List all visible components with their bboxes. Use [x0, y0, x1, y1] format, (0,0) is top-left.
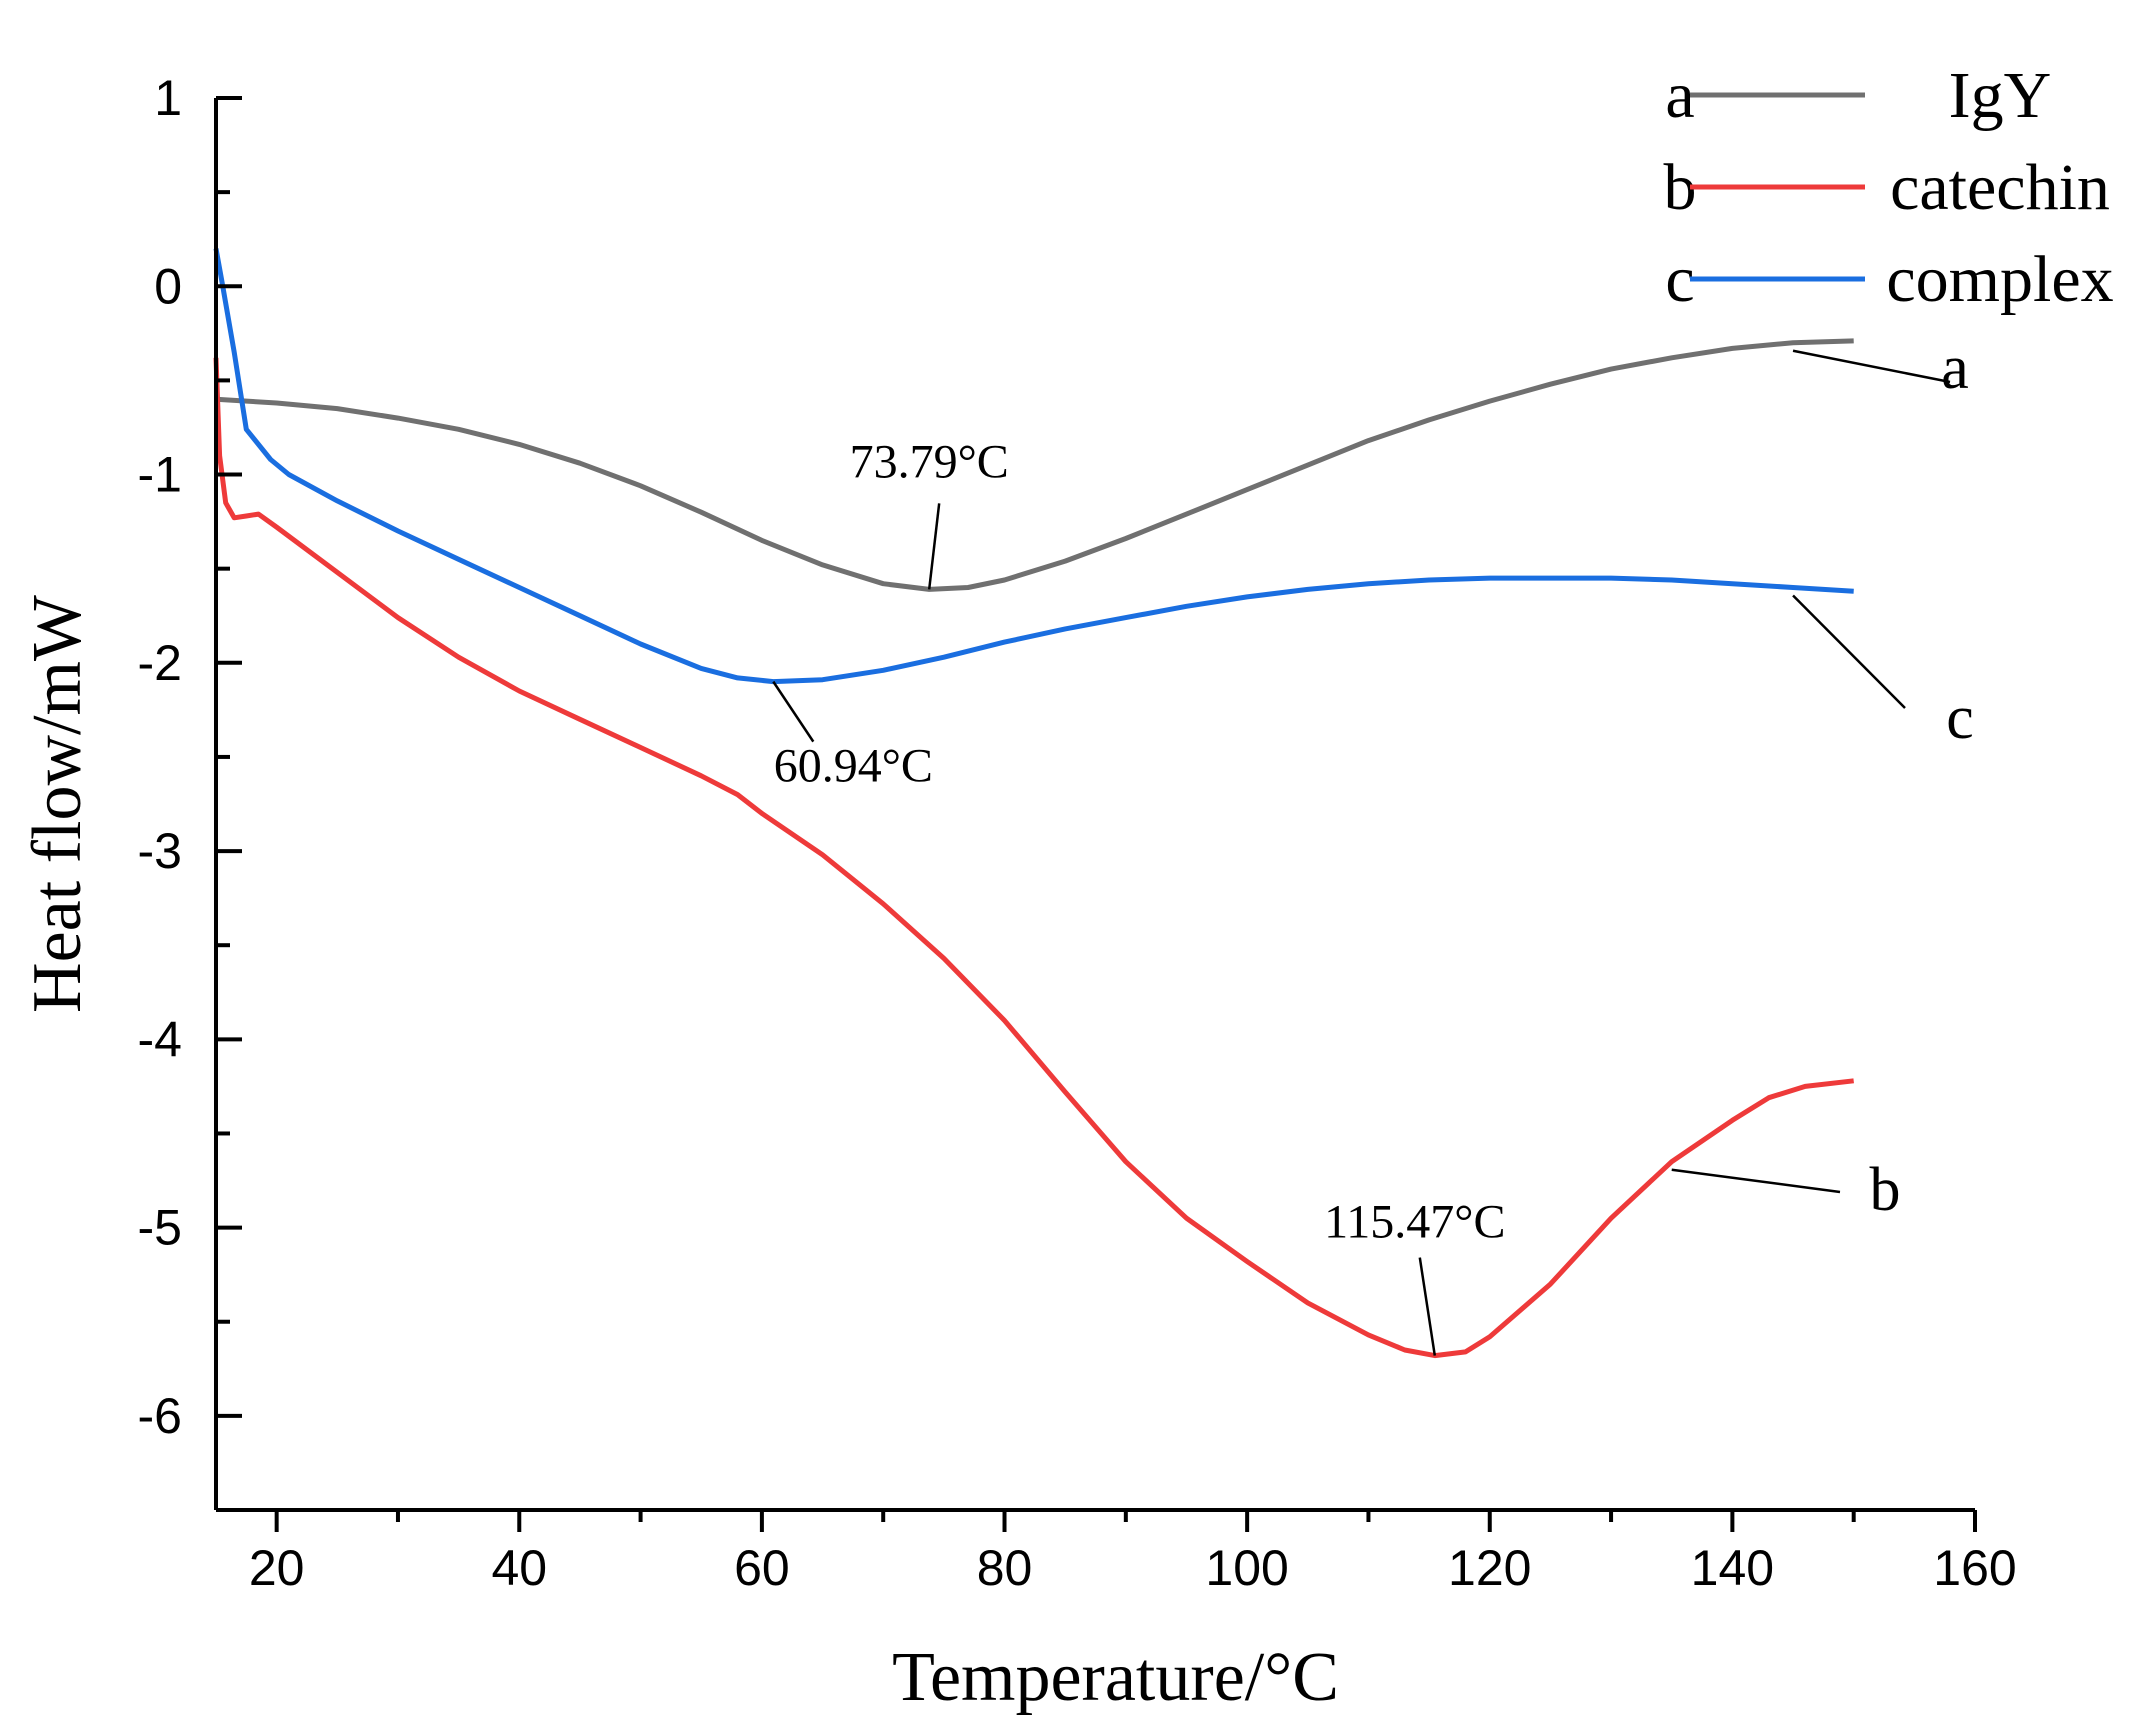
y-tick-label: 0 — [154, 258, 182, 314]
y-tick-label: -5 — [138, 1200, 182, 1256]
x-tick-label: 140 — [1691, 1540, 1774, 1596]
series-IgY-line — [215, 338, 1854, 592]
y-tick-label: -3 — [138, 823, 182, 879]
curve-label-leader — [1671, 1168, 1841, 1194]
curve-labels: a c b — [1671, 334, 1974, 1224]
legend-key-c: c — [1665, 243, 1694, 316]
x-tick-label: 40 — [491, 1540, 547, 1596]
peak-annotations: 73.79°C 60.94°C 115.47°C — [774, 435, 1506, 1248]
legend-label-IgY: IgY — [1949, 59, 2052, 132]
legend-label-catechin: catechin — [1890, 151, 2110, 224]
x-tick-label: 100 — [1205, 1540, 1288, 1596]
y-tick-label: -6 — [138, 1388, 182, 1444]
curve-label-b: b — [1870, 1156, 1901, 1224]
annotation-leaders — [772, 503, 1437, 1356]
annotation-leader — [927, 503, 941, 590]
series-catechin-line — [213, 357, 1854, 1359]
curve-label-leader — [1792, 594, 1906, 709]
y-axis-title: Heat flow/mW — [19, 595, 96, 1013]
y-tick-label: -1 — [138, 447, 182, 503]
plot-area: 20 40 60 80 100 120 140 160 1 0 -1 -2 -3 -4 -5 -6 — [138, 70, 2017, 1596]
x-tick-label: 20 — [249, 1540, 305, 1596]
peak-annotation-b: 115.47°C — [1324, 1196, 1505, 1249]
curve-label-c: c — [1946, 684, 1974, 752]
legend-label-complex: complex — [1886, 243, 2113, 316]
annotation-leader — [1418, 1257, 1437, 1356]
annotation-leader — [772, 680, 815, 743]
series-complex-line — [213, 248, 1854, 685]
peak-annotation-a: 73.79°C — [850, 435, 1009, 488]
axis-ticks: 20 40 60 80 100 120 140 160 1 0 -1 -2 -3 -4 -5 -6 — [138, 70, 2017, 1596]
legend-key-a: a — [1665, 59, 1694, 132]
peak-annotation-c: 60.94°C — [774, 740, 933, 793]
x-tick-label: 160 — [1933, 1540, 2016, 1596]
curve-label-leader — [1792, 349, 1951, 384]
curves — [213, 248, 1854, 1359]
y-tick-label: -2 — [138, 635, 182, 691]
x-tick-label: 60 — [734, 1540, 790, 1596]
y-tick-label: 1 — [154, 70, 182, 126]
x-tick-label: 120 — [1448, 1540, 1531, 1596]
curve-label-a: a — [1941, 334, 1969, 402]
x-tick-label: 80 — [977, 1540, 1033, 1596]
x-axis-title: Temperature/°C — [892, 1639, 1339, 1716]
y-tick-label: -4 — [138, 1011, 182, 1067]
